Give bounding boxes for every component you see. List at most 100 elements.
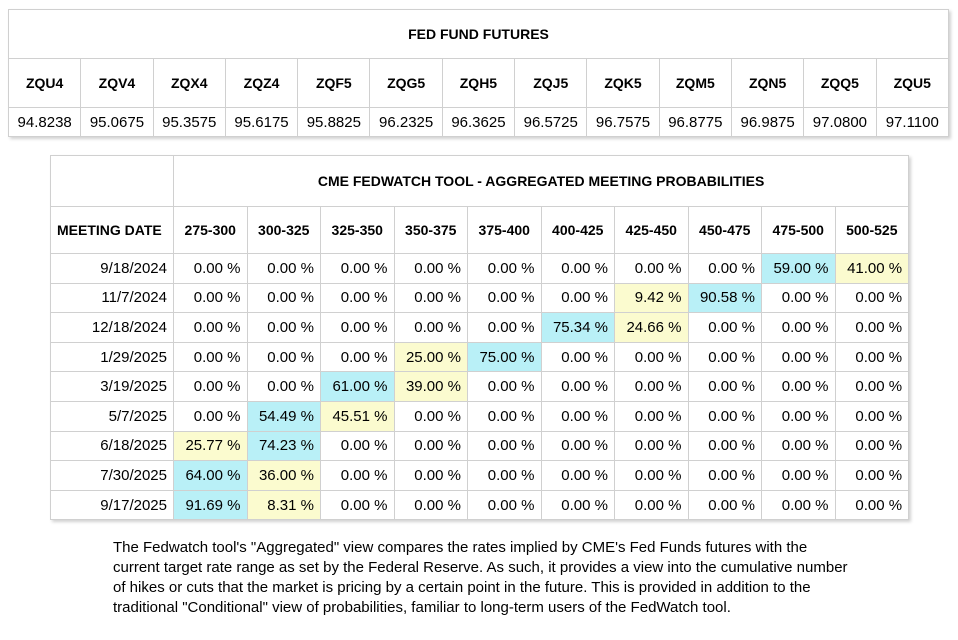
probability-cell: 0.00 % <box>540 253 615 284</box>
probability-cell: 0.00 % <box>173 400 248 432</box>
probability-cell: 0.00 % <box>834 400 910 432</box>
rate-range-header: 300-325 <box>246 206 321 254</box>
probability-cell: 0.00 % <box>540 282 615 314</box>
futures-symbol: ZQV4 <box>80 58 154 108</box>
meeting-date: 1/29/2025 <box>50 341 174 373</box>
fedwatch-title: CME FEDWATCH TOOL - AGGREGATED MEETING P… <box>172 155 910 207</box>
probability-cell: 0.00 % <box>834 371 910 402</box>
futures-price: 96.8775 <box>658 107 732 137</box>
meeting-row: 11/7/2024 0.00 % 0.00 % 0.00 % 0.00 % 0.00 % 0… <box>50 282 910 314</box>
probability-cell: 41.00 % <box>834 253 910 284</box>
probability-cell: 0.00 % <box>687 460 762 491</box>
probability-cell: 0.00 % <box>761 312 836 343</box>
futures-price: 96.9875 <box>730 107 805 137</box>
meeting-row: 9/18/2024 0.00 % 0.00 % 0.00 % 0.00 % 0.00 % 0… <box>50 253 910 284</box>
meeting-date: 6/18/2025 <box>50 430 174 462</box>
probability-cell: 36.00 % <box>246 460 321 491</box>
probability-cell: 0.00 % <box>540 341 615 373</box>
futures-price: 94.8238 <box>7 107 82 137</box>
probability-cell: 0.00 % <box>761 489 836 521</box>
probability-cell: 0.00 % <box>687 489 762 521</box>
probability-cell: 0.00 % <box>467 253 542 284</box>
probability-cell: 75.00 % <box>467 341 542 373</box>
futures-price: 96.5725 <box>514 107 588 137</box>
probability-cell: 0.00 % <box>614 489 689 521</box>
probability-cell: 0.00 % <box>540 371 615 402</box>
meeting-row: 3/19/2025 0.00 % 0.00 % 61.00 % 39.00 % 0.00 … <box>50 371 910 402</box>
probability-cell: 54.49 % <box>246 400 321 432</box>
futures-symbol: ZQZ4 <box>224 58 299 108</box>
probability-cell: 25.77 % <box>173 430 248 462</box>
rate-range-header: 275-300 <box>173 206 248 254</box>
futures-symbol: ZQU4 <box>7 58 82 108</box>
probability-cell: 0.00 % <box>540 460 615 491</box>
probability-cell: 0.00 % <box>834 341 910 373</box>
probability-cell: 0.00 % <box>467 282 542 314</box>
probability-cell: 0.00 % <box>393 312 468 343</box>
futures-symbol: ZQQ5 <box>803 58 877 108</box>
probability-cell: 45.51 % <box>320 400 395 432</box>
futures-symbol: ZQN5 <box>730 58 805 108</box>
probability-cell: 0.00 % <box>687 371 762 402</box>
probability-cell: 0.00 % <box>393 460 468 491</box>
futures-symbol: ZQM5 <box>658 58 732 108</box>
meeting-date: 3/19/2025 <box>50 371 174 402</box>
probability-cell: 0.00 % <box>687 341 762 373</box>
probability-cell: 0.00 % <box>614 253 689 284</box>
meeting-row: 9/17/2025 91.69 % 8.31 % 0.00 % 0.00 % 0.00 %… <box>50 489 910 521</box>
fedwatch-probabilities-table: CME FEDWATCH TOOL - AGGREGATED MEETING P… <box>50 155 910 521</box>
probability-cell: 0.00 % <box>687 253 762 284</box>
meeting-date: 11/7/2024 <box>50 282 174 314</box>
probability-cell: 0.00 % <box>320 489 395 521</box>
probability-cell: 74.23 % <box>246 430 321 462</box>
futures-symbol: ZQX4 <box>152 58 226 108</box>
meeting-date: 7/30/2025 <box>50 460 174 491</box>
futures-symbol: ZQF5 <box>297 58 371 108</box>
probability-cell: 61.00 % <box>320 371 395 402</box>
probability-cell: 0.00 % <box>173 312 248 343</box>
futures-symbol-row: ZQU4 ZQV4 ZQX4 ZQZ4 ZQF5 ZQG5 ZQH5 ZQJ5 ZQK5 ZQM5… <box>7 58 950 108</box>
probability-cell: 0.00 % <box>467 460 542 491</box>
fed-fund-futures-table: FED FUND FUTURES ZQU4 ZQV4 ZQX4 ZQZ4 ZQF5 ZQG… <box>7 9 950 137</box>
rate-range-header: 425-450 <box>614 206 689 254</box>
meeting-date: 12/18/2024 <box>50 312 174 343</box>
probability-cell: 91.69 % <box>173 489 248 521</box>
probability-cell: 0.00 % <box>540 489 615 521</box>
fedwatch-explanation-note: The Fedwatch tool's "Aggregated" view co… <box>113 539 848 616</box>
probability-cell: 90.58 % <box>687 282 762 314</box>
probability-cell: 9.42 % <box>614 282 689 314</box>
probability-cell: 0.00 % <box>320 341 395 373</box>
probability-cell: 0.00 % <box>687 430 762 462</box>
probability-cell: 0.00 % <box>320 253 395 284</box>
probability-cell: 0.00 % <box>320 282 395 314</box>
probability-cell: 59.00 % <box>761 253 836 284</box>
futures-price: 95.0675 <box>80 107 154 137</box>
probability-cell: 0.00 % <box>246 371 321 402</box>
meeting-row: 7/30/2025 64.00 % 36.00 % 0.00 % 0.00 % 0.00 … <box>50 460 910 491</box>
probability-cell: 0.00 % <box>761 460 836 491</box>
probability-cell: 0.00 % <box>614 400 689 432</box>
probability-cell: 24.66 % <box>614 312 689 343</box>
probability-cell: 0.00 % <box>467 312 542 343</box>
probability-cell: 0.00 % <box>246 341 321 373</box>
meeting-row: 6/18/2025 25.77 % 74.23 % 0.00 % 0.00 % 0.00 … <box>50 430 910 462</box>
probability-cell: 0.00 % <box>393 282 468 314</box>
probability-cell: 0.00 % <box>246 312 321 343</box>
probability-cell: 0.00 % <box>687 400 762 432</box>
fedwatch-corner-cell <box>50 155 174 207</box>
probability-cell: 0.00 % <box>467 489 542 521</box>
probability-cell: 0.00 % <box>467 371 542 402</box>
probability-cell: 0.00 % <box>761 371 836 402</box>
probability-cell: 0.00 % <box>834 489 910 521</box>
probability-cell: 0.00 % <box>173 371 248 402</box>
probability-cell: 0.00 % <box>467 400 542 432</box>
meeting-date: 5/7/2025 <box>50 400 174 432</box>
futures-price: 96.3625 <box>441 107 516 137</box>
probability-cell: 0.00 % <box>173 282 248 314</box>
probability-cell: 0.00 % <box>834 430 910 462</box>
probability-cell: 0.00 % <box>173 341 248 373</box>
probability-cell: 0.00 % <box>467 430 542 462</box>
probability-cell: 0.00 % <box>320 460 395 491</box>
futures-symbol: ZQH5 <box>441 58 516 108</box>
futures-symbol: ZQJ5 <box>514 58 588 108</box>
